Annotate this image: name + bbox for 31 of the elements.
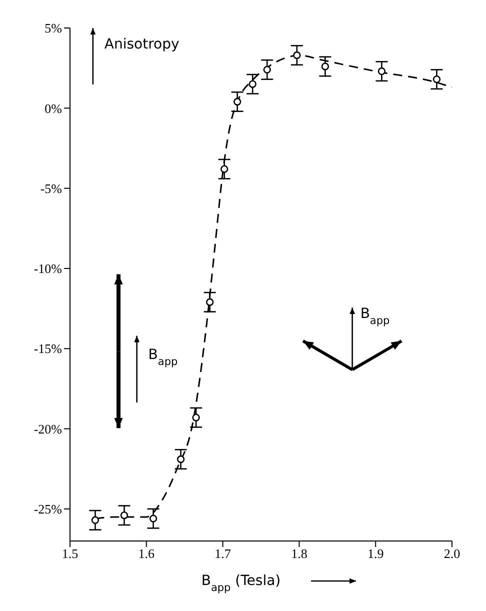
x-axis-title: B$_{app}$ (Tesla) <box>201 573 281 594</box>
y-tick-label: -20% <box>34 421 62 436</box>
point <box>149 514 158 522</box>
x-tick-label: 1.8 <box>291 546 308 562</box>
point <box>220 165 228 173</box>
point <box>293 51 301 60</box>
y-tick-label: -10% <box>34 261 62 276</box>
y-tick-label: 0% <box>44 100 62 116</box>
x-tick-label: 1.6 <box>138 546 156 562</box>
point <box>120 512 128 520</box>
point <box>263 66 271 74</box>
point <box>378 67 386 76</box>
point <box>206 298 214 306</box>
point <box>91 516 100 524</box>
point <box>233 98 242 106</box>
x-tick-label: 1.7 <box>214 546 232 562</box>
x-tick-label: 1.5 <box>62 546 78 562</box>
point <box>321 62 330 70</box>
y-tick-label: -15% <box>34 341 62 356</box>
y-tick-label: 5% <box>44 20 62 36</box>
y-tick-label: -5% <box>40 180 62 196</box>
point <box>192 414 200 422</box>
annotation: B$_{app}$ <box>148 346 178 368</box>
annotation: B$_{app}$ <box>360 306 390 327</box>
point <box>248 80 256 88</box>
x-tick-label: 2.0 <box>444 546 460 562</box>
point <box>176 455 185 464</box>
y-tick-label: -25% <box>34 502 62 517</box>
x-tick-label: 1.9 <box>367 546 384 562</box>
point <box>432 75 441 84</box>
annotation: Anisotropy <box>104 36 180 53</box>
